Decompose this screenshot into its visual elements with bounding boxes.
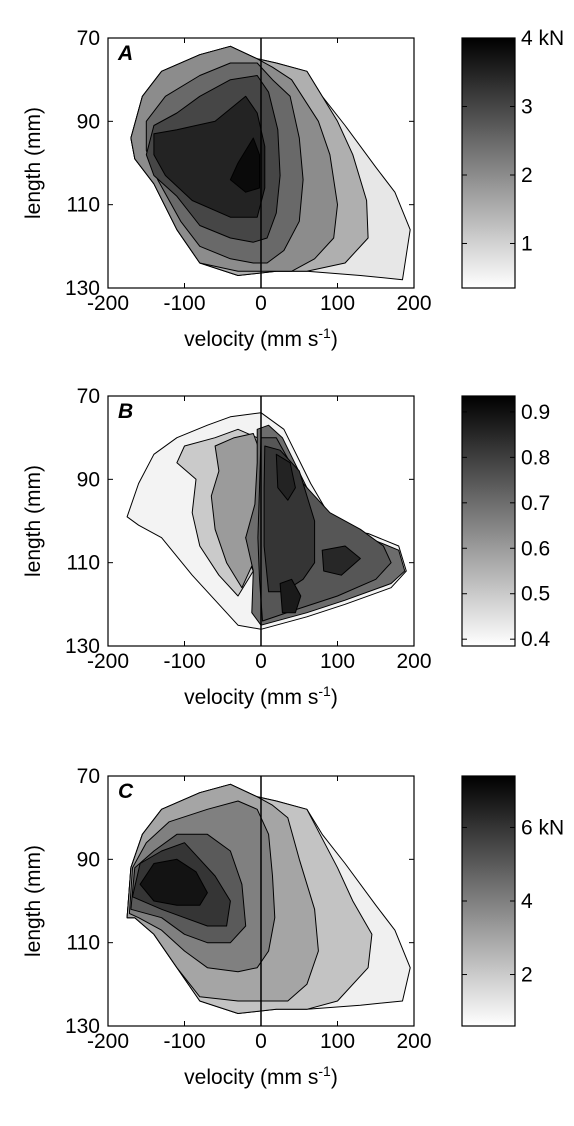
contour-level-7: [139, 858, 208, 906]
colorbar-tick-label: 4: [521, 890, 533, 913]
x-tick-label: -100: [163, 1030, 205, 1053]
x-tick-label: -100: [163, 292, 205, 315]
colorbar-tick-label: 3: [521, 95, 533, 118]
x-tick-label: 200: [396, 292, 431, 315]
y-tick-label: 70: [77, 385, 100, 408]
colorbar: [461, 37, 516, 289]
x-tick-label: -200: [87, 1030, 129, 1053]
y-axis-label: length (mm): [22, 845, 45, 957]
y-tick-label: 90: [77, 848, 100, 871]
x-axis-label: velocity (mm s-1): [184, 1063, 338, 1089]
y-tick-label: 90: [77, 468, 100, 491]
x-tick-label: -100: [163, 650, 205, 673]
contour-level-9: [321, 545, 361, 576]
colorbar-tick-label: 0.7: [521, 492, 550, 515]
y-tick-label: 130: [65, 1015, 100, 1038]
colorbar-tick-label: 0.6: [521, 537, 550, 560]
panel-c: C -200 -100 0 100 200 70 90 110 130 velocity (mm s…: [22, 765, 564, 1089]
colorbar-tick-label: 2: [521, 964, 533, 987]
y-axis-label: length (mm): [22, 465, 45, 577]
y-tick-label: 90: [77, 110, 100, 133]
y-tick-label: 70: [77, 765, 100, 788]
y-tick-label: 110: [67, 552, 100, 575]
x-axis-label: velocity (mm s-1): [184, 325, 338, 351]
panel-b: B -200 -100 0 100 200 70 90 110 130 velocity (mm s…: [22, 385, 551, 709]
colorbar-tick-label: 0.9: [521, 401, 550, 424]
x-tick-label: 100: [320, 1030, 355, 1053]
contour-level-6: [153, 95, 266, 218]
colorbar: [461, 775, 516, 1027]
panel-label: A: [117, 42, 133, 65]
contour-level-8: [279, 578, 302, 614]
x-axis-label: velocity (mm s-1): [184, 683, 338, 709]
y-tick-label: 110: [67, 932, 100, 955]
x-tick-label: 100: [320, 292, 355, 315]
panel-a: A -200 -100 0 100 200 70 90 110 130 velocity (mm s…: [22, 27, 564, 351]
x-tick-label: 200: [396, 1030, 431, 1053]
x-tick-label: 0: [255, 1030, 267, 1053]
colorbar-tick-label: 0.8: [521, 446, 550, 469]
y-tick-label: 110: [67, 194, 100, 217]
y-axis-label: length (mm): [22, 107, 45, 219]
x-tick-label: 0: [255, 292, 267, 315]
contour-level-7: [229, 137, 260, 193]
panel-label: C: [118, 780, 134, 803]
x-tick-label: -200: [87, 650, 129, 673]
contour-level-6: [263, 445, 316, 593]
colorbar-tick-label: 6 kN: [521, 816, 564, 839]
colorbar-tick-label: 2: [521, 164, 533, 187]
colorbar-tick-label: 0.4: [521, 628, 551, 651]
colorbar-tick-label: 0.5: [521, 583, 550, 606]
y-tick-label: 130: [65, 277, 100, 300]
y-tick-label: 130: [65, 635, 100, 658]
x-tick-label: 100: [320, 650, 355, 673]
colorbar-tick-label: 4 kN: [521, 27, 564, 50]
contour-level-7: [275, 453, 296, 501]
panel-label: B: [118, 400, 133, 423]
x-tick-label: 0: [255, 650, 267, 673]
colorbar-tick-label: 1: [521, 232, 533, 255]
y-tick-label: 70: [77, 27, 100, 50]
x-tick-label: -200: [87, 292, 129, 315]
x-tick-label: 200: [396, 650, 431, 673]
colorbar: [461, 395, 516, 647]
